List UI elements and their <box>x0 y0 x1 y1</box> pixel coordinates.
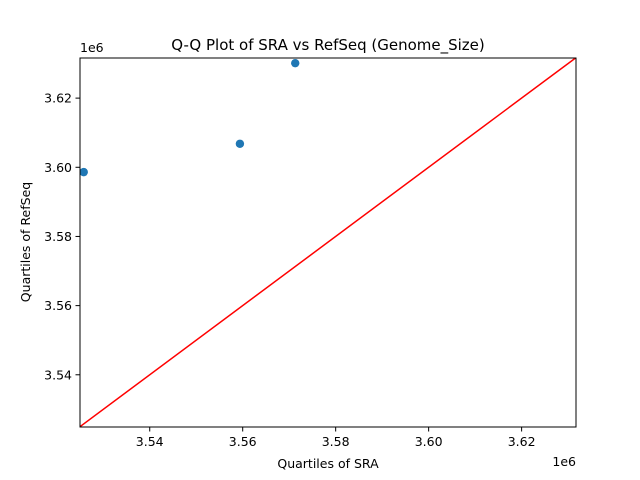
x-tick-label: 3.62 <box>508 434 536 449</box>
x-tick-label: 3.58 <box>322 434 350 449</box>
reference-line-layer <box>80 58 576 427</box>
x-axis-ticks: 3.54 3.56 3.58 3.60 3.62 <box>136 427 536 449</box>
y-axis-offset-label: 1e6 <box>80 40 104 55</box>
x-tick-label: 3.60 <box>415 434 443 449</box>
x-axis-label: Quartiles of SRA <box>277 456 379 471</box>
y-axis-ticks: 3.54 3.56 3.58 3.60 3.62 <box>44 91 80 382</box>
plot-frame <box>79 57 577 428</box>
reference-line <box>80 58 576 427</box>
x-tick-label: 3.54 <box>136 434 164 449</box>
x-axis-offset-label: 1e6 <box>552 454 576 469</box>
data-point <box>80 167 88 177</box>
y-tick-label: 3.58 <box>44 229 72 244</box>
y-tick-label: 3.56 <box>44 298 72 313</box>
y-tick-label: 3.54 <box>44 367 72 382</box>
y-tick-label: 3.60 <box>44 160 72 175</box>
y-tick-label: 3.62 <box>44 91 72 106</box>
y-axis-label: Quartiles of RefSeq <box>18 182 33 302</box>
chart-title: Q-Q Plot of SRA vs RefSeq (Genome_Size) <box>171 36 485 55</box>
x-tick-label: 3.56 <box>229 434 257 449</box>
data-point <box>291 58 300 68</box>
data-point <box>235 139 245 148</box>
data-points-layer <box>80 58 300 177</box>
